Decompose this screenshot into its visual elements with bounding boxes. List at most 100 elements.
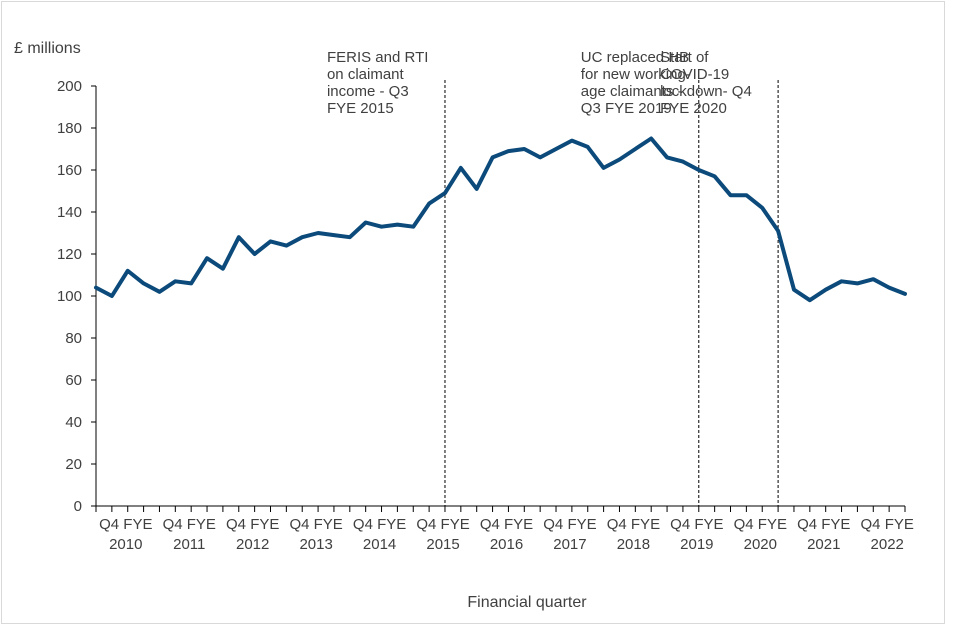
data-point bbox=[649, 137, 653, 140]
y-tick-label: 120 bbox=[57, 246, 82, 263]
series bbox=[94, 136, 907, 303]
data-point bbox=[300, 235, 304, 239]
annotation-text: Start of bbox=[660, 49, 709, 66]
data-point bbox=[443, 191, 447, 195]
data-point bbox=[427, 202, 431, 206]
chart-frame bbox=[1, 1, 945, 624]
x-tick-label: Q4 FYE bbox=[543, 516, 596, 533]
y-tick-label: 40 bbox=[65, 414, 82, 431]
annotation-text: FYE 2015 bbox=[327, 100, 394, 117]
data-point bbox=[157, 290, 161, 294]
x-tick-label: Q4 FYE bbox=[734, 516, 787, 533]
x-tick-label: 2018 bbox=[617, 536, 650, 553]
data-point bbox=[792, 288, 796, 292]
x-tick-label: Q4 FYE bbox=[353, 516, 406, 533]
data-point bbox=[205, 256, 209, 260]
y-axis: 0 20 40 60 80 100 120 140 160 180 200 bbox=[57, 78, 97, 515]
annotation-text: FERIS and RTI bbox=[327, 49, 428, 66]
x-tick-label: 2013 bbox=[299, 536, 332, 553]
data-point bbox=[94, 286, 98, 290]
x-tick-label: Q4 FYE bbox=[289, 516, 342, 533]
x-tick-label: 2019 bbox=[680, 536, 713, 553]
annotation-text: for new working- bbox=[581, 66, 691, 83]
data-point bbox=[903, 292, 907, 296]
data-point bbox=[633, 147, 637, 151]
data-point bbox=[126, 269, 130, 273]
data-point bbox=[110, 294, 114, 298]
data-point bbox=[744, 193, 748, 197]
data-point bbox=[554, 147, 558, 151]
data-point bbox=[332, 233, 336, 237]
data-point bbox=[316, 231, 320, 235]
x-tick-label: 2020 bbox=[744, 536, 777, 553]
y-tick-label: 60 bbox=[65, 372, 82, 389]
data-point bbox=[491, 155, 495, 159]
x-axis-label: Financial quarter bbox=[467, 594, 587, 611]
series-line bbox=[94, 136, 907, 303]
x-axis: Q4 FYE 2010 Q4 FYE 2011 Q4 FYE 2012 Q4 FYE 2013… bbox=[95, 505, 914, 553]
annotation-text: lockdown- Q4 bbox=[660, 83, 752, 100]
data-point bbox=[189, 281, 193, 285]
data-point bbox=[348, 235, 352, 239]
annotation-text: COVID-19 bbox=[660, 66, 729, 83]
data-point bbox=[713, 174, 717, 178]
x-tick-label: Q4 FYE bbox=[99, 516, 152, 533]
x-tick-label: Q4 FYE bbox=[416, 516, 469, 533]
data-point bbox=[840, 279, 844, 283]
data-point bbox=[855, 281, 859, 285]
data-point bbox=[871, 277, 875, 281]
data-point bbox=[237, 235, 241, 239]
y-tick-label: 100 bbox=[57, 288, 82, 305]
y-tick-label: 200 bbox=[57, 78, 82, 95]
data-point bbox=[729, 193, 733, 197]
annotation-text: age claimants - bbox=[581, 83, 683, 100]
data-point bbox=[364, 221, 368, 224]
data-point bbox=[221, 267, 225, 271]
x-tick-label: 2016 bbox=[490, 536, 523, 553]
data-point bbox=[617, 158, 621, 161]
y-tick-label: 80 bbox=[65, 330, 82, 347]
x-tick-label: Q4 FYE bbox=[607, 516, 660, 533]
data-point bbox=[142, 281, 146, 285]
annotation-text: UC replaced HB bbox=[581, 49, 689, 66]
data-point bbox=[887, 286, 891, 290]
annotation-text: on claimant bbox=[327, 66, 405, 83]
x-tick-label: Q4 FYE bbox=[861, 516, 914, 533]
x-tick-label: 2012 bbox=[236, 536, 269, 553]
data-point bbox=[538, 155, 542, 159]
y-tick-label: 0 bbox=[74, 498, 82, 515]
data-point bbox=[665, 155, 669, 159]
x-tick-label: 2022 bbox=[871, 536, 904, 553]
annotation-text: FYE 2020 bbox=[660, 100, 727, 117]
data-point bbox=[586, 145, 590, 149]
x-tick-label: 2021 bbox=[807, 536, 840, 553]
x-tick-label: 2010 bbox=[109, 536, 142, 553]
annotation-text: Q3 FYE 2019 bbox=[581, 100, 672, 117]
x-tick-label: 2011 bbox=[173, 536, 205, 553]
x-tick-label: 2014 bbox=[363, 536, 396, 553]
x-tick-label: Q4 FYE bbox=[480, 516, 533, 533]
x-tick-label: 2015 bbox=[426, 536, 459, 553]
annotation-text: income - Q3 bbox=[327, 83, 409, 100]
y-tick-label: 160 bbox=[57, 162, 82, 179]
data-point bbox=[776, 229, 780, 233]
x-tick-label: Q4 FYE bbox=[670, 516, 723, 533]
data-point bbox=[602, 166, 606, 170]
data-point bbox=[380, 225, 384, 229]
data-point bbox=[284, 244, 288, 248]
data-point bbox=[395, 223, 399, 227]
data-point bbox=[570, 139, 574, 143]
data-point bbox=[459, 166, 463, 170]
data-point bbox=[824, 288, 828, 292]
data-point bbox=[253, 252, 257, 256]
data-point bbox=[697, 168, 701, 172]
y-axis-label: £ millions bbox=[14, 40, 81, 57]
data-point bbox=[411, 225, 415, 229]
data-point bbox=[173, 279, 177, 283]
x-tick-label: Q4 FYE bbox=[226, 516, 279, 533]
data-point bbox=[760, 206, 764, 210]
x-tick-label: 2017 bbox=[553, 536, 586, 553]
data-point bbox=[268, 239, 272, 243]
